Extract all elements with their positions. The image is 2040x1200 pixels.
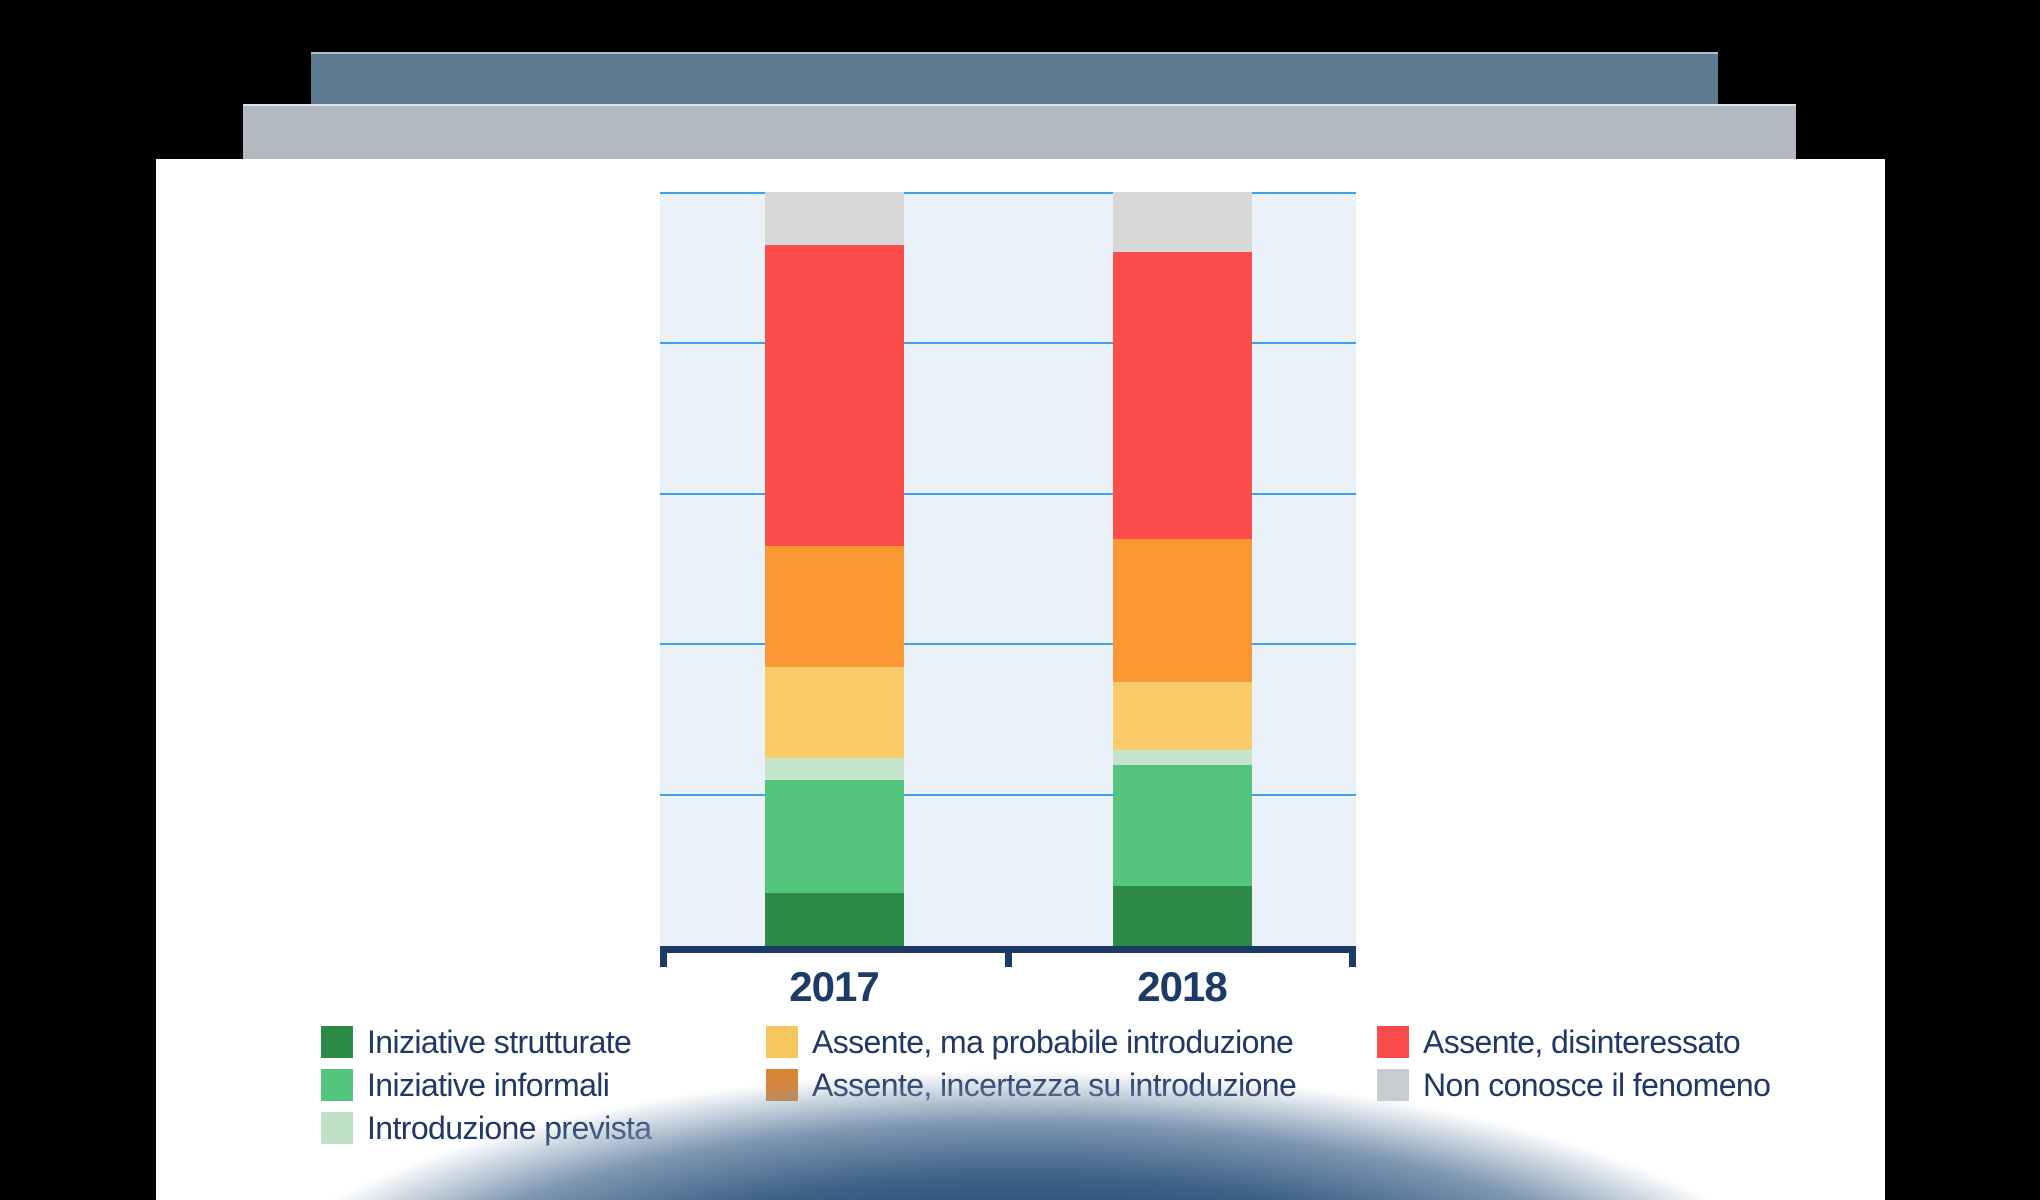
legend-label: Iniziative informali <box>367 1066 610 1103</box>
slide: 2017 2018 Iniziative strutturate Iniziati… <box>156 159 1885 1200</box>
legend-label: Assente, disinteressato <box>1423 1023 1741 1060</box>
legend-label: Assente, incertezza su introduzione <box>812 1066 1297 1103</box>
bar-segment <box>765 546 904 668</box>
legend-swatch <box>766 1069 798 1101</box>
bar-segment <box>765 192 904 245</box>
plot-area <box>660 192 1356 946</box>
bar-segment <box>765 893 904 946</box>
stacked-bar-2017 <box>765 192 904 946</box>
legend-item: Iniziative informali <box>321 1066 651 1103</box>
x-axis-tick-middle <box>1005 946 1012 967</box>
bar-segment <box>1113 538 1252 683</box>
legend-item: Assente, ma probabile introduzione <box>766 1023 1296 1060</box>
bar-segment <box>1113 192 1252 253</box>
legend-column-2: Assente, ma probabile introduzione Assent… <box>766 1023 1297 1103</box>
stacked-bar-2018 <box>1113 192 1252 946</box>
legend-item: Introduzione prevista <box>321 1109 652 1146</box>
legend-swatch <box>766 1026 798 1058</box>
legend-swatch <box>321 1069 353 1101</box>
legend-swatch <box>321 1112 353 1144</box>
legend-label: Introduzione prevista <box>367 1109 652 1146</box>
legend-swatch <box>1377 1069 1409 1101</box>
legend-column-1: Iniziative strutturate Iniziative informa… <box>321 1023 652 1146</box>
bar-segment <box>1113 682 1252 750</box>
gridline-20 <box>660 794 1356 796</box>
bar-segment <box>765 757 904 781</box>
legend-label: Non conosce il fenomeno <box>1423 1066 1771 1103</box>
bar-segment <box>765 780 904 894</box>
bar-segment <box>765 667 904 758</box>
gridline-40 <box>660 643 1356 645</box>
bar-segment <box>1113 252 1252 539</box>
legend-item: Assente, incertezza su introduzione <box>766 1066 1297 1103</box>
gridline-60 <box>660 493 1356 495</box>
legend-label: Assente, ma probabile introduzione <box>812 1023 1294 1060</box>
legend-swatch <box>1377 1026 1409 1058</box>
gridline-80 <box>660 342 1356 344</box>
bar-segment <box>1113 765 1252 886</box>
bar-segment <box>1113 749 1252 766</box>
category-label-2017: 2017 <box>789 963 879 1010</box>
legend-column-3: Assente, disinteressato Non conosce il fe… <box>1377 1023 1771 1103</box>
x-axis-tick-left <box>660 946 667 967</box>
bar-segment <box>765 244 904 547</box>
x-axis-tick-right <box>1349 946 1356 967</box>
legend-item: Iniziative strutturate <box>321 1023 651 1060</box>
bar-segment <box>1113 885 1252 946</box>
header-slate-bar-decoration <box>311 52 1718 106</box>
legend-item: Assente, disinteressato <box>1377 1023 1770 1060</box>
legend-label: Iniziative strutturate <box>367 1023 632 1060</box>
gridline-100 <box>660 192 1356 194</box>
legend-swatch <box>321 1026 353 1058</box>
category-label-2018: 2018 <box>1137 963 1227 1010</box>
legend-item: Non conosce il fenomeno <box>1377 1066 1771 1103</box>
header-gray-bar-decoration <box>243 104 1796 159</box>
